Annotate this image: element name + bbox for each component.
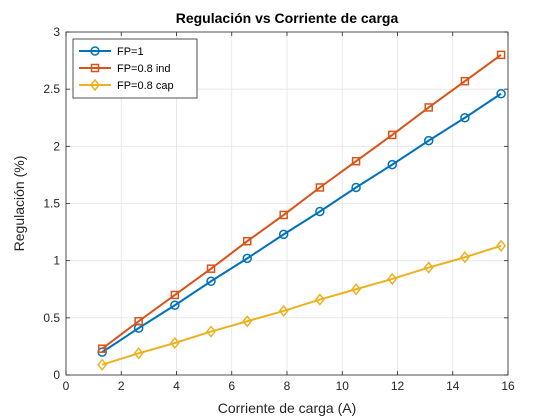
legend-marker (90, 46, 100, 56)
data-point-circle (278, 229, 289, 240)
legend-marker (90, 78, 100, 92)
data-point-diamond (314, 293, 325, 306)
series-line (101, 244, 502, 366)
data-point-square (206, 264, 216, 273)
data-point-square (315, 183, 325, 192)
data-point-circle (170, 300, 180, 311)
legend-label: FP=0.8 ind (117, 63, 171, 75)
x-tick-label: 12 (391, 379, 405, 393)
series-line (101, 54, 502, 350)
data-point-square (388, 130, 397, 140)
data-point-diamond (423, 261, 434, 274)
legend-label: FP=0.8 cap (117, 80, 174, 92)
chart-title: Regulación vs Corriente de carga (176, 10, 399, 26)
x-tick-label: 10 (336, 379, 350, 393)
data-point-circle (496, 88, 506, 99)
series-layer (97, 50, 507, 371)
data-point-circle (242, 253, 252, 264)
data-point-diamond (459, 251, 470, 264)
series-square (97, 50, 506, 353)
x-tick-labels: 0 2 4 6 8 10 12 14 16 (63, 379, 515, 393)
y-tick-label: 0 (53, 368, 60, 382)
data-point-circle (423, 135, 434, 146)
series-diamond (97, 239, 507, 371)
data-point-diamond (206, 325, 216, 338)
x-axis-label: Corriente de carga (A) (218, 400, 357, 416)
legend-item: FP=0.8 ind (79, 63, 171, 75)
x-tick-label: 2 (118, 379, 125, 393)
data-point-square (351, 156, 361, 166)
data-point-diamond (278, 304, 289, 318)
data-point-diamond (169, 336, 180, 350)
data-point-square (97, 344, 107, 353)
data-point-circle (351, 182, 361, 193)
x-tick-label: 0 (63, 379, 70, 393)
data-point-square (134, 317, 143, 326)
data-point-diamond (97, 358, 108, 371)
data-point-diamond (387, 272, 398, 286)
y-tick-label: 3 (53, 25, 60, 39)
axis-ticks (65, 31, 509, 376)
data-point-diamond (242, 315, 253, 328)
x-tick-label: 14 (446, 379, 460, 393)
data-point-square (460, 76, 470, 86)
x-tick-label: 6 (228, 379, 235, 393)
y-tick-labels: 0 0.5 1 1.5 2 2.5 3 (43, 25, 60, 382)
data-point-square (170, 290, 180, 300)
x-tick-label: 16 (501, 379, 515, 393)
data-point-square (242, 236, 252, 246)
data-point-circle (206, 276, 216, 286)
legend: FP=1 FP=0.8 ind FP=0.8 cap (72, 38, 198, 99)
data-point-circle (460, 113, 470, 123)
series-circle (97, 88, 506, 357)
legend-item: FP=1 (79, 46, 144, 58)
y-tick-label: 0.5 (43, 311, 60, 325)
legend-marker (90, 63, 100, 73)
data-point-square (279, 210, 288, 220)
data-point-diamond (351, 283, 362, 296)
data-point-circle (387, 159, 398, 170)
legend-item: FP=0.8 cap (79, 78, 174, 92)
y-tick-label: 1 (53, 254, 60, 268)
y-tick-label: 1.5 (43, 197, 60, 211)
data-point-diamond (496, 239, 507, 253)
data-point-square (496, 50, 506, 60)
x-tick-label: 4 (173, 379, 180, 393)
x-tick-label: 8 (284, 379, 291, 393)
data-point-circle (315, 206, 325, 217)
data-point-square (424, 103, 433, 112)
legend-label: FP=1 (117, 46, 144, 58)
y-tick-label: 2.5 (43, 82, 60, 96)
data-point-diamond (133, 347, 144, 360)
y-axis-label: Regulación (%) (11, 156, 27, 252)
series-line (101, 92, 502, 353)
y-tick-label: 2 (53, 139, 60, 153)
